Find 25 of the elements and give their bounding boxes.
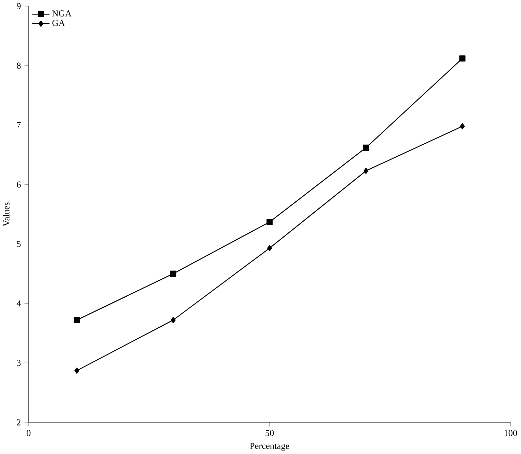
y-tick-label: 5 — [17, 240, 21, 248]
x-tick-label: 0 — [26, 430, 31, 436]
legend-label: NGA — [52, 10, 72, 17]
y-tick-label: 3 — [17, 360, 21, 366]
x-tick-label: 50 — [266, 430, 274, 436]
point — [170, 270, 177, 277]
y-tick-label: 6 — [17, 181, 21, 188]
y-tick-label: 8 — [17, 62, 21, 69]
y-tick-label: 7 — [17, 122, 21, 128]
x-axis-title: Percentage — [250, 442, 290, 451]
point — [363, 144, 370, 151]
point — [460, 123, 466, 130]
legend-label: GA — [52, 20, 66, 26]
y-tick-label: 9 — [17, 3, 21, 10]
point — [74, 368, 80, 374]
point — [171, 317, 176, 324]
y-tick-label: 4 — [16, 300, 22, 306]
point — [267, 245, 272, 252]
y-tick-label: 2 — [17, 419, 21, 426]
point — [74, 317, 80, 324]
point — [266, 218, 273, 226]
point — [460, 55, 466, 62]
y-axis-title: Values — [3, 202, 10, 226]
point — [364, 168, 369, 174]
x-tick-label: 100 — [504, 430, 518, 436]
